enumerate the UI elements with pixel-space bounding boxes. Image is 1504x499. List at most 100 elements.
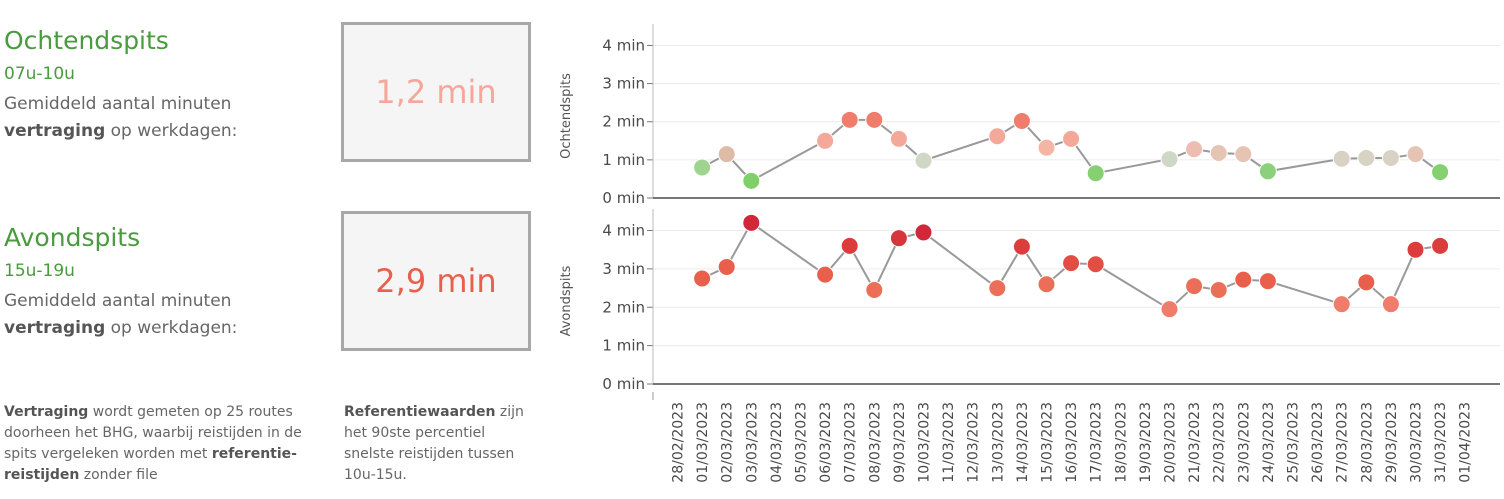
- data-point: [1381, 295, 1400, 314]
- data-point: [1086, 255, 1105, 274]
- data-point: [1062, 129, 1081, 148]
- evening-title: Avondspits: [4, 223, 141, 252]
- x-tick-label: 18/03/2023: [1113, 402, 1129, 483]
- x-tick-label: 01/04/2023: [1458, 402, 1474, 483]
- y-tick-label: 1 min: [602, 151, 645, 169]
- data-point: [1357, 148, 1376, 167]
- panel-label: Avondspits: [559, 265, 574, 336]
- x-tick-label: 29/03/2023: [1384, 402, 1400, 483]
- data-point: [1037, 275, 1056, 294]
- x-tick-label: 19/03/2023: [1138, 402, 1154, 483]
- x-tick-label: 23/03/2023: [1236, 402, 1252, 483]
- data-point: [1160, 150, 1179, 169]
- x-tick-label: 11/03/2023: [941, 402, 957, 483]
- x-tick-label: 02/03/2023: [720, 402, 736, 483]
- data-point: [1332, 295, 1351, 314]
- data-point: [889, 229, 908, 248]
- morning-kpi-box: 1,2 min: [341, 22, 531, 162]
- evening-desc-line1: Gemiddeld aantal minuten: [4, 291, 232, 311]
- data-point: [717, 145, 736, 164]
- x-tick-label: 30/03/2023: [1409, 402, 1425, 483]
- y-tick-label: 2 min: [602, 113, 645, 131]
- x-tick-label: 28/02/2023: [671, 402, 687, 483]
- data-point: [1406, 240, 1425, 259]
- data-point: [1431, 163, 1450, 182]
- footnote-vertraging: Vertraging wordt gemeten op 25 routes do…: [4, 402, 329, 486]
- footnote-referentiewaarden-text: zijn het 90ste percentiel snelste reisti…: [344, 404, 524, 483]
- footnote-referentiewaarden-bold: Referentiewaarden: [344, 404, 496, 420]
- chart-grid: [653, 44, 1500, 347]
- evening-kpi-box: 2,9 min: [341, 211, 531, 351]
- y-tick-label: 4 min: [602, 36, 645, 54]
- data-point: [693, 269, 712, 288]
- evening-kpi-value: 2,9 min: [375, 262, 497, 300]
- morning-desc-line2: op werkdagen:: [105, 121, 238, 141]
- data-point: [742, 213, 761, 232]
- y-tick-label: 0 min: [602, 375, 645, 393]
- data-point: [865, 280, 884, 299]
- data-point: [1012, 237, 1031, 256]
- panel-label: Ochtendspits: [559, 73, 574, 159]
- data-point: [889, 129, 908, 148]
- data-point: [914, 151, 933, 170]
- y-tick-label: 1 min: [602, 337, 645, 355]
- y-tick-label: 3 min: [602, 75, 645, 93]
- morning-kpi-value: 1,2 min: [375, 73, 497, 111]
- x-tick-label: 25/03/2023: [1286, 402, 1302, 483]
- footnote-vertraging-tail: zonder file: [79, 467, 158, 483]
- data-point: [1037, 138, 1056, 157]
- x-tick-label: 05/03/2023: [794, 402, 810, 483]
- data-point: [1062, 254, 1081, 273]
- data-point: [865, 110, 884, 129]
- morning-desc-bold: vertraging: [4, 121, 106, 141]
- x-tick-label: 13/03/2023: [990, 402, 1006, 483]
- x-tick-label: 24/03/2023: [1261, 402, 1277, 483]
- x-tick-label: 03/03/2023: [744, 402, 760, 483]
- morning-hours: 07u-10u: [4, 64, 75, 84]
- footnote-referentie-bold: referentie-reistijden: [4, 446, 297, 483]
- x-tick-label: 27/03/2023: [1335, 402, 1351, 483]
- x-tick-label: 04/03/2023: [769, 402, 785, 483]
- data-point: [840, 236, 859, 255]
- y-tick-label: 4 min: [602, 222, 645, 240]
- x-tick-label: 14/03/2023: [1015, 402, 1031, 483]
- x-tick-label: 12/03/2023: [966, 402, 982, 483]
- x-tick-label: 08/03/2023: [867, 402, 883, 483]
- data-point: [840, 110, 859, 129]
- data-point: [914, 223, 933, 242]
- morning-description: Gemiddeld aantal minuten vertraging op w…: [4, 91, 334, 145]
- y-tick-label: 3 min: [602, 260, 645, 278]
- delay-chart: 0 min 1 min 2 min 3 min 4 min Ochtendspits 0 m…: [559, 24, 1500, 483]
- data-point: [1012, 111, 1031, 130]
- evening-desc-bold: vertraging: [4, 318, 106, 338]
- chart-points: [693, 110, 1450, 319]
- x-tick-label: 06/03/2023: [818, 402, 834, 483]
- data-point: [816, 131, 835, 150]
- data-point: [988, 279, 1007, 298]
- data-point: [742, 171, 761, 190]
- data-point: [1209, 143, 1228, 162]
- morning-desc-line1: Gemiddeld aantal minuten: [4, 94, 232, 114]
- x-tick-label: 07/03/2023: [843, 402, 859, 483]
- data-point: [1234, 145, 1253, 164]
- series-line: [701, 118, 1441, 183]
- evening-description: Gemiddeld aantal minuten vertraging op w…: [4, 288, 334, 342]
- x-tick-label: 01/03/2023: [695, 402, 711, 483]
- footnote-vertraging-text: wordt gemeten op 25 routes doorheen het …: [4, 404, 302, 462]
- y-tick-label: 2 min: [602, 298, 645, 316]
- evening-desc-line2: op werkdagen:: [105, 318, 238, 338]
- x-tick-label: 16/03/2023: [1064, 402, 1080, 483]
- data-point: [1086, 164, 1105, 183]
- data-point: [988, 127, 1007, 146]
- data-point: [1185, 140, 1204, 159]
- evening-hours: 15u-19u: [4, 261, 75, 281]
- x-tick-label: 15/03/2023: [1040, 402, 1056, 483]
- data-point: [1258, 162, 1277, 181]
- data-point: [816, 265, 835, 284]
- footnote-referentiewaarden: Referentiewaarden zijn het 90ste percent…: [344, 402, 529, 486]
- data-point: [1406, 145, 1425, 164]
- x-tick-label: 28/03/2023: [1359, 402, 1375, 483]
- x-tick-label: 20/03/2023: [1163, 402, 1179, 483]
- x-tick-label: 09/03/2023: [892, 402, 908, 483]
- y-tick-label: 0 min: [602, 189, 645, 207]
